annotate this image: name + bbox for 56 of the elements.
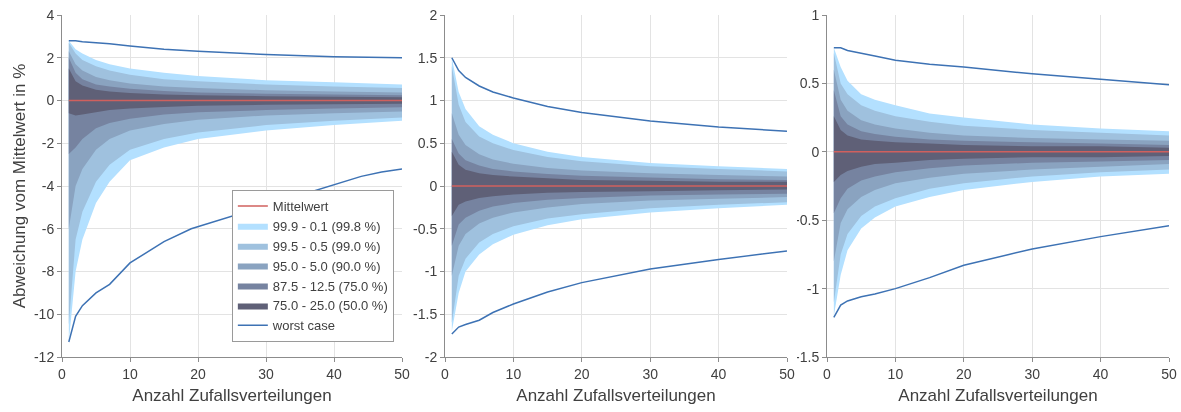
y-tick-label: 0.5 bbox=[417, 135, 438, 152]
x-axis-title: Anzahl Zufallsverteilungen bbox=[132, 386, 332, 406]
y-tick-label: -12 bbox=[33, 348, 55, 365]
y-tick-label: 2 bbox=[46, 49, 55, 66]
x-tick-label: 10 bbox=[887, 365, 904, 382]
y-tick-label: 1 bbox=[429, 92, 438, 109]
legend-label: 95.0 - 5.0 (90.0 %) bbox=[272, 258, 381, 274]
y-tick-label: -6 bbox=[41, 220, 55, 237]
x-tick-label: 0 bbox=[441, 365, 450, 382]
y-axis-title: Abweichung vom Mittelwert in % bbox=[9, 63, 29, 309]
x-tick-label: 40 bbox=[326, 365, 342, 382]
x-tick-label: 30 bbox=[1024, 365, 1041, 382]
y-tick-label: 1 bbox=[811, 6, 820, 23]
legend-label: 87.5 - 12.5 (75.0 %) bbox=[272, 278, 388, 294]
x-tick-label: 20 bbox=[574, 365, 590, 382]
y-tick-label: -1 bbox=[806, 280, 820, 297]
y-tick-label: -0.5 bbox=[413, 220, 438, 237]
x-tick-label: 30 bbox=[642, 365, 659, 382]
y-tick-label: -4 bbox=[41, 177, 55, 194]
x-tick-label: 30 bbox=[258, 365, 274, 382]
y-tick-label: -1.5 bbox=[413, 306, 438, 323]
x-tick-label: 20 bbox=[190, 365, 206, 382]
x-tick-label: 20 bbox=[956, 365, 972, 382]
y-tick-label: -2 bbox=[424, 348, 438, 365]
x-tick-label: 40 bbox=[1092, 365, 1109, 382]
line-series bbox=[451, 57, 787, 133]
y-tick-label: -1 bbox=[424, 263, 438, 280]
line-series bbox=[68, 39, 402, 59]
legend-label: Mittelwert bbox=[272, 198, 329, 214]
legend-label: 75.0 - 25.0 (50.0 %) bbox=[272, 298, 388, 314]
x-axis-title: Anzahl Zufallsverteilungen bbox=[516, 386, 716, 406]
x-tick-label: 50 bbox=[394, 365, 410, 382]
legend-label: worst case bbox=[271, 318, 335, 334]
line-series bbox=[451, 250, 787, 335]
x-tick-label: 10 bbox=[505, 365, 522, 382]
y-tick-label: 0 bbox=[811, 143, 820, 160]
y-tick-label: 1.5 bbox=[417, 49, 438, 66]
y-tick-label: 0 bbox=[429, 177, 438, 194]
x-tick-label: 50 bbox=[1161, 365, 1177, 382]
x-axis-title: Anzahl Zufallsverteilungen bbox=[898, 386, 1098, 406]
y-tick-label: 0.5 bbox=[799, 75, 820, 92]
x-tick-label: 50 bbox=[779, 365, 795, 382]
line-series bbox=[833, 47, 1169, 86]
x-tick-label: 10 bbox=[122, 365, 138, 382]
y-tick-label: 2 bbox=[429, 6, 438, 23]
x-tick-label: 40 bbox=[710, 365, 727, 382]
y-tick-label: -8 bbox=[41, 263, 55, 280]
x-tick-label: 0 bbox=[823, 365, 832, 382]
legend-label: 99.5 - 0.5 (99.0 %) bbox=[272, 238, 381, 254]
line-series bbox=[833, 224, 1169, 319]
y-tick-label: 0 bbox=[46, 92, 55, 109]
x-tick-label: 0 bbox=[58, 365, 67, 382]
legend-label: 99.9 - 0.1 (99.8 %) bbox=[272, 218, 381, 234]
y-tick-label: -2 bbox=[41, 135, 55, 152]
y-tick-label: -10 bbox=[33, 306, 55, 323]
y-tick-label: 4 bbox=[46, 6, 55, 23]
